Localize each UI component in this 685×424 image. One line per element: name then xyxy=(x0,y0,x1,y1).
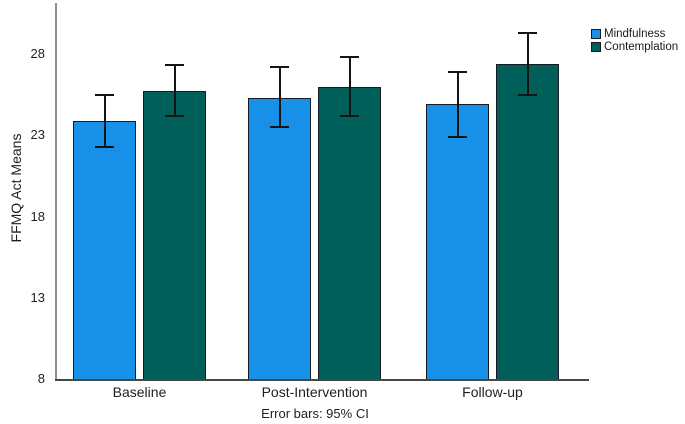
error-bar-line xyxy=(103,94,106,147)
legend: Mindfulness Contemplation xyxy=(591,27,678,53)
bar-contemplation-follow-up xyxy=(496,63,559,379)
error-bars-caption: Error bars: 95% CI xyxy=(261,406,369,421)
y-tick-label-18: 18 xyxy=(30,208,45,224)
x-tick-label-baseline: Baseline xyxy=(112,384,167,400)
x-tick-label-follow-up: Follow-up xyxy=(462,384,523,400)
y-tick-label-8: 8 xyxy=(37,371,45,386)
error-bar-cap-bottom xyxy=(340,114,359,117)
legend-swatch-icon xyxy=(591,41,601,52)
error-bar-cap-bottom xyxy=(448,135,467,138)
error-bar-line xyxy=(278,67,281,128)
error-bar-line xyxy=(173,65,176,116)
error-bar-cap-top xyxy=(518,31,537,34)
error-bar-line xyxy=(348,57,351,116)
legend-label: Mindfulness xyxy=(604,27,666,40)
error-bar-cap-bottom xyxy=(270,126,289,129)
y-axis-title: FFMQ Act Means xyxy=(8,133,24,243)
error-bar-cap-top xyxy=(95,93,114,96)
x-tick-label-post-intervention: Post-Intervention xyxy=(261,384,368,400)
x-axis-line xyxy=(55,379,589,381)
error-bar-line xyxy=(456,71,459,137)
bar-contemplation-post-intervention xyxy=(318,86,381,379)
y-tick-label-28: 28 xyxy=(30,46,45,61)
error-bar-line xyxy=(526,32,529,95)
error-bar-cap-bottom xyxy=(518,93,537,96)
error-bar-cap-bottom xyxy=(165,114,184,117)
error-bar-cap-top xyxy=(165,64,184,67)
legend-item-contemplation: Contemplation xyxy=(591,40,678,53)
y-axis-line xyxy=(55,3,57,381)
y-tick-label-23: 23 xyxy=(30,127,45,143)
legend-swatch-icon xyxy=(591,28,601,39)
bar-mindfulness-post-intervention xyxy=(248,97,311,379)
bar-contemplation-baseline xyxy=(143,91,206,379)
error-bar-cap-bottom xyxy=(95,145,114,148)
error-bar-cap-top xyxy=(340,56,359,59)
legend-label: Contemplation xyxy=(604,40,679,53)
bar-mindfulness-baseline xyxy=(73,120,136,379)
y-tick-label-13: 13 xyxy=(30,289,45,305)
legend-item-mindfulness: Mindfulness xyxy=(591,27,678,40)
error-bar-cap-top xyxy=(448,70,467,73)
bar-mindfulness-follow-up xyxy=(426,104,489,379)
error-bar-cap-top xyxy=(270,66,289,68)
